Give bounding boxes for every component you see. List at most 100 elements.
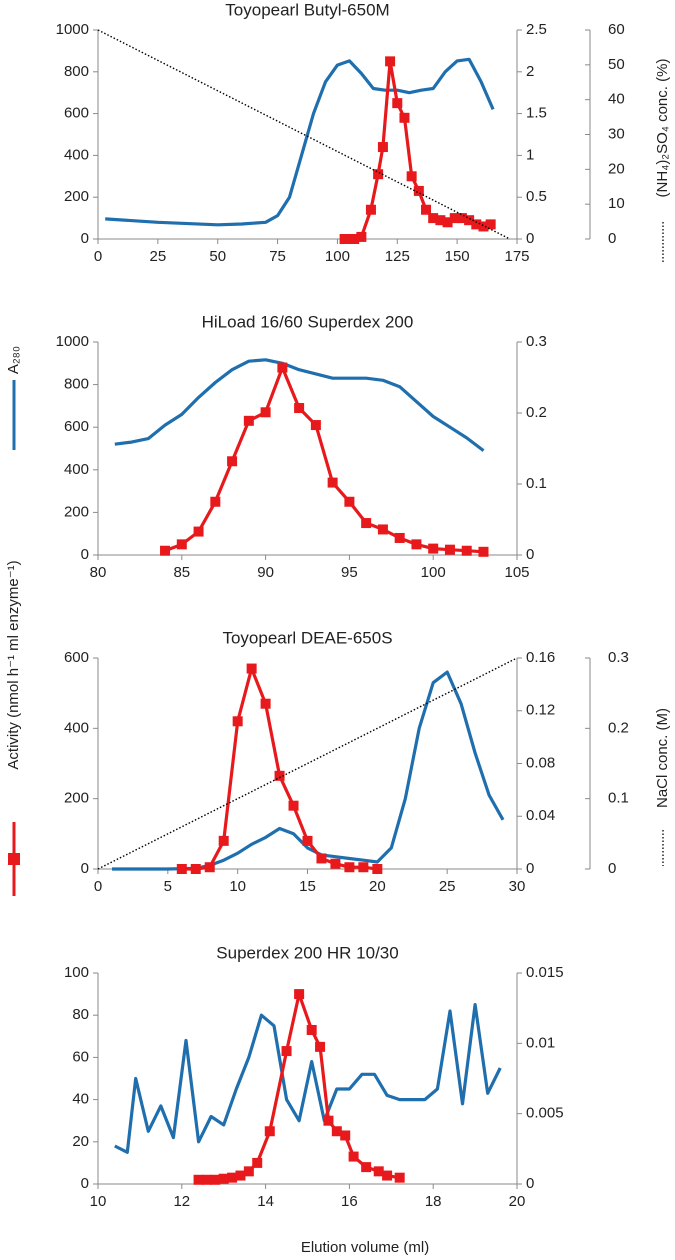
y-tick-label: 60 (72, 1048, 89, 1065)
data-point (218, 1173, 229, 1184)
y-tick-label: 800 (64, 63, 89, 80)
data-point (348, 1151, 359, 1162)
data-point (210, 1174, 221, 1185)
series-line (198, 992, 400, 1182)
x-tick-label: 80 (90, 564, 107, 581)
data-point (310, 420, 321, 431)
x-tick-label: 15 (299, 878, 316, 895)
data-point (306, 1024, 317, 1035)
data-point (406, 171, 417, 182)
y3-tick-label: 0.1 (608, 790, 629, 807)
data-point (246, 663, 257, 674)
x-tick-label: 20 (509, 1193, 526, 1210)
data-point (204, 862, 215, 873)
data-point (235, 1170, 246, 1181)
y-tick-label: 200 (64, 188, 89, 205)
data-point (444, 544, 455, 555)
y3-tick-label: 60 (608, 21, 625, 38)
data-point (385, 56, 396, 67)
data-point (176, 864, 187, 874)
y-tick-label: 1000 (56, 21, 89, 38)
data-point (281, 1046, 292, 1057)
x-tick-label: 30 (509, 878, 526, 895)
x-tick-label: 75 (269, 248, 286, 265)
data-point (449, 213, 460, 224)
data-point (464, 215, 475, 226)
data-point (392, 98, 403, 109)
data-point (361, 1162, 372, 1173)
data-point (373, 1166, 384, 1177)
data-point (210, 496, 221, 507)
data-point (218, 835, 229, 846)
data-point (411, 539, 422, 550)
legend-label: A₂₈₀ (5, 346, 22, 374)
series-line (114, 358, 485, 452)
data-point (356, 231, 367, 242)
y2-tick-label: 0.12 (526, 702, 555, 719)
data-point (382, 1170, 393, 1181)
data-point (394, 1172, 405, 1183)
y2-tick-label: 0.015 (526, 964, 564, 981)
data-point (471, 219, 482, 230)
y-tick-label: 400 (64, 461, 89, 478)
legend-marker (8, 853, 20, 865)
y3-tick-label: 0.3 (608, 649, 629, 666)
data-point (428, 213, 439, 224)
y3-tick-label: 50 (608, 56, 625, 73)
y3-tick-label: 0 (608, 860, 616, 877)
x-tick-label: 12 (173, 1193, 190, 1210)
data-point (190, 864, 201, 874)
data-point (260, 407, 271, 418)
data-point (323, 1115, 334, 1126)
data-point (227, 1172, 238, 1183)
y2-tick-label: 0.5 (526, 188, 547, 205)
data-point (264, 1126, 275, 1137)
y3-tick-label: 10 (608, 195, 625, 212)
data-point (372, 864, 383, 874)
series-line (164, 366, 484, 554)
x-axis-label: Elution volume (ml) (301, 1239, 429, 1256)
x-tick-label: 5 (164, 878, 172, 895)
x-tick-label: 105 (504, 564, 529, 581)
data-point (394, 532, 405, 543)
data-point (421, 204, 432, 215)
y3-axis-label: NaCl conc. (M) (654, 708, 671, 808)
data-point (399, 112, 410, 123)
x-tick-label: 50 (209, 248, 226, 265)
y2-tick-label: 0 (526, 1175, 534, 1192)
y2-tick-label: 2 (526, 63, 534, 80)
data-point (344, 862, 355, 873)
x-tick-label: 100 (325, 248, 350, 265)
y3-tick-label: 30 (608, 125, 625, 142)
y-tick-label: 800 (64, 376, 89, 393)
x-tick-label: 25 (150, 248, 167, 265)
y-tick-label: 600 (64, 105, 89, 122)
x-tick-label: 125 (385, 248, 410, 265)
y-tick-label: 200 (64, 790, 89, 807)
data-point (435, 215, 446, 226)
y3-axis-label: (NH₄)₂SO₄ conc. (%) (654, 59, 671, 198)
x-tick-label: 90 (257, 564, 274, 581)
y-tick-label: 100 (64, 964, 89, 981)
data-point (331, 1126, 342, 1137)
y2-tick-label: 0 (526, 546, 534, 563)
x-tick-label: 85 (173, 564, 190, 581)
data-point (294, 403, 305, 414)
y-tick-label: 80 (72, 1006, 89, 1023)
y2-tick-label: 2.5 (526, 21, 547, 38)
data-point (160, 545, 171, 556)
series-line (181, 666, 378, 871)
data-point (232, 716, 243, 727)
data-point (365, 204, 376, 215)
data-point (288, 800, 299, 811)
y-tick-label: 20 (72, 1133, 89, 1150)
legend-label: Activity (nmol h⁻¹ ml enzyme⁻¹) (5, 560, 22, 769)
y-tick-label: 40 (72, 1091, 89, 1108)
data-point (413, 185, 424, 196)
y2-tick-label: 0.3 (526, 333, 547, 350)
data-point (193, 1174, 204, 1185)
data-point (373, 169, 384, 180)
y2-tick-label: 0.005 (526, 1105, 564, 1122)
data-point (456, 213, 467, 224)
